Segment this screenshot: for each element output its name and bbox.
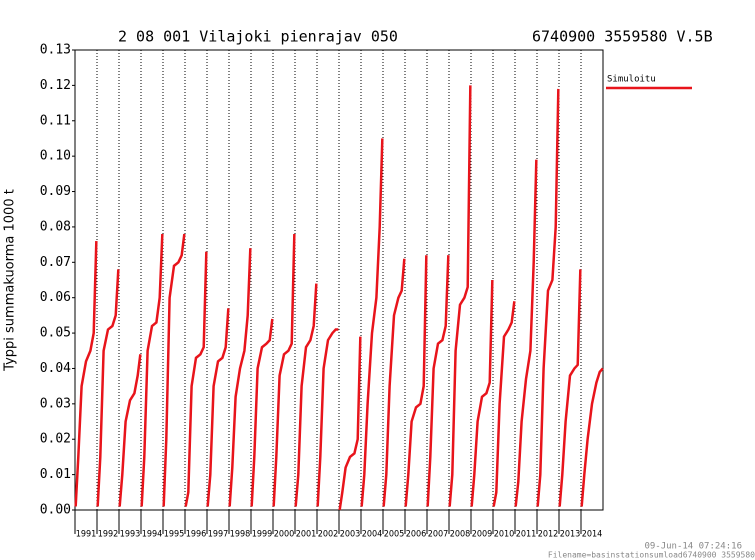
y-tick-label: 0.05 <box>40 326 71 341</box>
y-tick-label: 0.03 <box>40 396 71 411</box>
x-tick-label: 2001 <box>296 530 317 540</box>
x-tick-label: 1992 <box>98 530 119 540</box>
x-tick-label: 2009 <box>472 530 493 540</box>
x-tick-label: 1998 <box>230 530 251 540</box>
y-tick-label: 0.06 <box>40 290 71 305</box>
y-tick-label: 0.01 <box>40 467 71 482</box>
y-tick-label: 0.09 <box>40 184 71 199</box>
y-tick-label: 0.08 <box>40 219 71 234</box>
data-line <box>74 85 604 511</box>
y-tick-label: 0.02 <box>40 432 71 447</box>
y-tick-label: 0.11 <box>40 113 71 128</box>
x-tick-label: 2010 <box>494 530 515 540</box>
y-tick-label: 0.10 <box>40 149 71 164</box>
x-tick-label: 1993 <box>120 530 141 540</box>
x-tick-label: 1994 <box>142 530 163 540</box>
footer-filename: Filename=basinstationsumload6740900 3559… <box>548 551 755 560</box>
x-tick-label: 2002 <box>318 530 339 540</box>
x-tick-label: 1999 <box>252 530 273 540</box>
footer-date: 09-Jun-14 07:24:16 <box>644 542 742 552</box>
x-tick-label: 1997 <box>208 530 229 540</box>
y-tick-label: 0.07 <box>40 255 71 270</box>
x-tick-label: 2004 <box>362 530 383 540</box>
chart-title: 2 08 001 Vilajoki pienrajav 050 <box>118 28 398 46</box>
x-tick-label: 2006 <box>406 530 427 540</box>
x-tick-label: 2008 <box>450 530 471 540</box>
x-tick-label: 1996 <box>186 530 207 540</box>
chart-subtitle: 6740900 3559580 V.5B <box>532 28 713 46</box>
y-tick-label: 0.00 <box>40 503 71 518</box>
x-tick-label: 2003 <box>340 530 361 540</box>
legend-label: Simuloitu <box>607 75 656 85</box>
y-tick-label: 0.04 <box>40 361 71 376</box>
y-tick-label: 0.13 <box>40 43 71 58</box>
y-tick-label: 0.12 <box>40 78 71 93</box>
y-axis-label: Typpi summakuorma 1000 t <box>3 189 18 372</box>
x-tick-label: 2013 <box>560 530 581 540</box>
x-tick-label: 2014 <box>582 530 603 540</box>
x-tick-label: 2011 <box>516 530 537 540</box>
x-tick-label: 2012 <box>538 530 559 540</box>
x-tick-label: 2005 <box>384 530 405 540</box>
x-tick-label: 1995 <box>164 530 185 540</box>
x-tick-label: 2007 <box>428 530 449 540</box>
x-tick-label: 1991 <box>76 530 97 540</box>
x-tick-label: 2000 <box>274 530 295 540</box>
